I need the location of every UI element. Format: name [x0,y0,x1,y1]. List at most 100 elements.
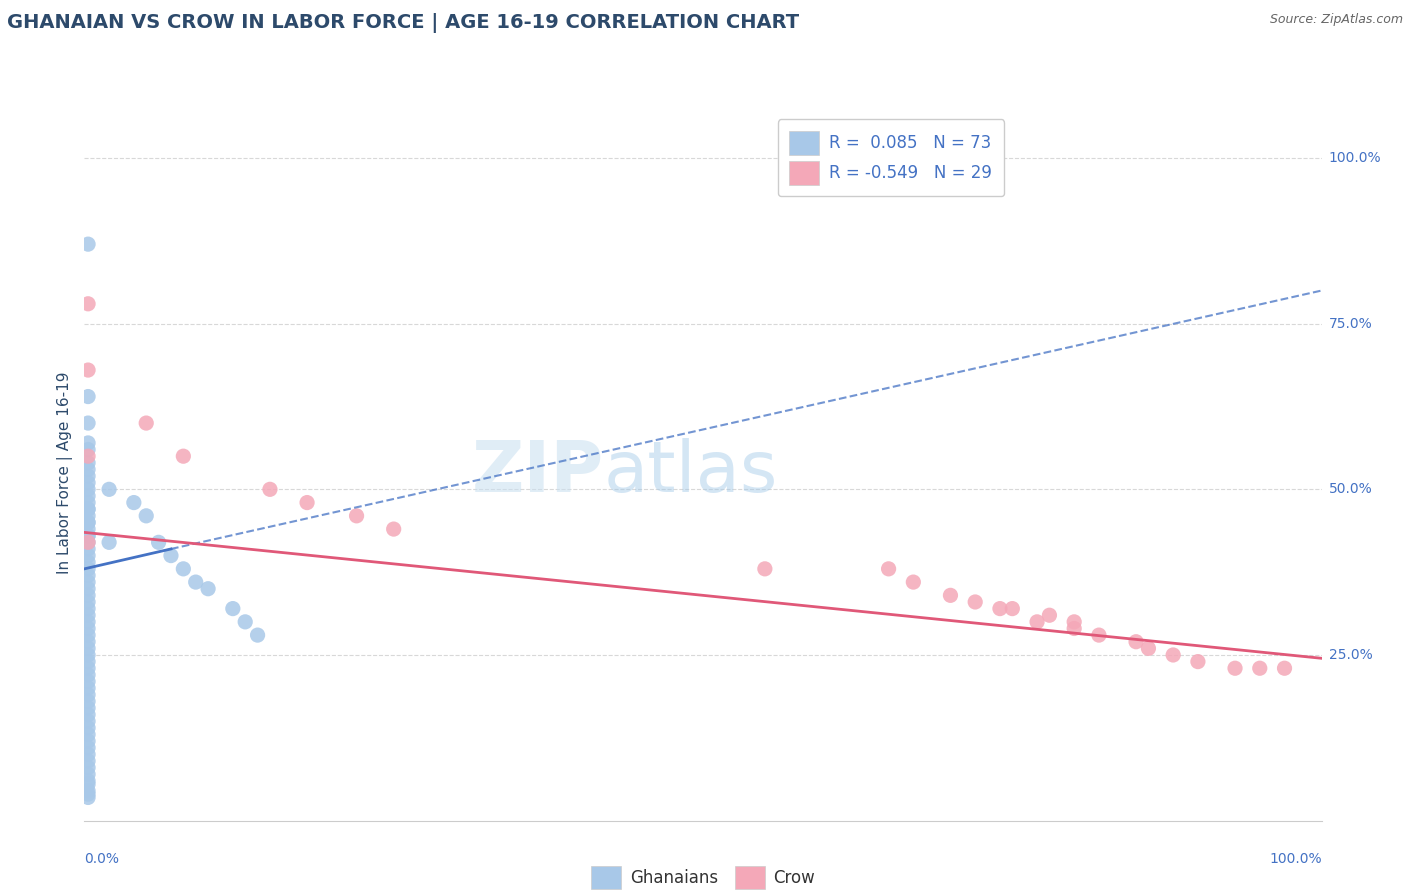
Point [1137,641,1160,656]
Text: Source: ZipAtlas.com: Source: ZipAtlas.com [1270,13,1403,27]
Point [1249,661,1271,675]
Point [77,522,100,536]
Point [77,734,100,748]
Y-axis label: In Labor Force | Age 16-19: In Labor Force | Age 16-19 [58,371,73,574]
Point [77,595,100,609]
Point [77,462,100,476]
Point [77,622,100,636]
Point [77,363,100,377]
Point [135,416,157,430]
Point [877,562,900,576]
Point [77,541,100,556]
Point [77,416,100,430]
Point [122,495,145,509]
Point [77,562,100,576]
Point [77,721,100,735]
Point [77,747,100,762]
Text: 100.0%: 100.0% [1270,852,1322,866]
Point [77,701,100,715]
Point [77,555,100,569]
Point [98,483,121,497]
Point [77,727,100,741]
Point [77,668,100,682]
Point [295,495,318,509]
Point [148,535,170,549]
Point [77,707,100,722]
Point [77,489,100,503]
Point [77,502,100,516]
Point [77,628,100,642]
Text: ZIP: ZIP [472,438,605,508]
Text: 75.0%: 75.0% [1329,317,1372,331]
Legend: Ghanaians, Crow: Ghanaians, Crow [585,859,821,892]
Point [233,615,256,629]
Point [98,535,121,549]
Point [77,469,100,483]
Point [77,773,100,788]
Point [77,535,100,549]
Point [77,694,100,708]
Point [184,575,207,590]
Point [346,508,368,523]
Point [1001,601,1024,615]
Point [77,714,100,729]
Point [77,516,100,530]
Point [1161,648,1184,662]
Point [1274,661,1296,675]
Point [77,655,100,669]
Point [77,508,100,523]
Point [172,449,194,463]
Point [1223,661,1246,675]
Text: 25.0%: 25.0% [1329,648,1372,662]
Point [1063,622,1085,636]
Point [77,787,100,801]
Point [77,516,100,530]
Point [77,784,100,798]
Point [77,761,100,775]
Text: GHANAIAN VS CROW IN LABOR FORCE | AGE 16-19 CORRELATION CHART: GHANAIAN VS CROW IN LABOR FORCE | AGE 16… [7,13,799,33]
Point [77,449,100,463]
Point [77,483,100,497]
Point [222,601,245,615]
Point [77,608,100,623]
Point [965,595,987,609]
Point [1038,608,1060,623]
Point [246,628,269,642]
Point [172,562,194,576]
Text: 0.0%: 0.0% [84,852,120,866]
Point [77,568,100,582]
Point [1026,615,1049,629]
Point [77,475,100,490]
Point [77,688,100,702]
Point [77,529,100,543]
Point [1063,615,1085,629]
Point [1187,655,1209,669]
Text: atlas: atlas [605,438,779,508]
Point [77,634,100,648]
Point [77,390,100,404]
Point [77,495,100,509]
Point [77,575,100,590]
Point [77,790,100,805]
Point [77,641,100,656]
Point [77,767,100,781]
Text: 100.0%: 100.0% [1329,151,1381,165]
Point [754,562,776,576]
Point [77,648,100,662]
Point [1088,628,1111,642]
Point [77,601,100,615]
Point [77,582,100,596]
Point [77,588,100,602]
Point [77,754,100,768]
Point [77,535,100,549]
Point [77,674,100,689]
Point [77,237,100,252]
Text: 50.0%: 50.0% [1329,483,1372,496]
Point [77,297,100,311]
Point [135,508,157,523]
Point [939,588,962,602]
Point [77,661,100,675]
Point [77,777,100,791]
Point [77,442,100,457]
Point [77,502,100,516]
